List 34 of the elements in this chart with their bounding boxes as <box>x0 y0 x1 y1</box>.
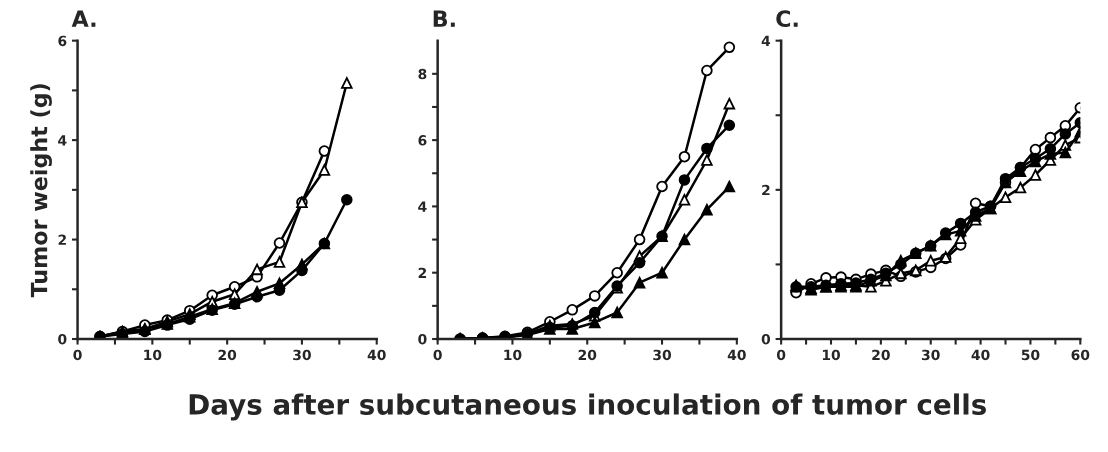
x-tick-label: 0 <box>433 349 442 361</box>
chart-title: C. <box>776 10 798 28</box>
x-tick-label: 0 <box>73 349 82 361</box>
x-tick-label: 40 <box>727 349 746 361</box>
x-tick-label: 40 <box>971 349 990 361</box>
y-tick-label: 0 <box>58 333 67 345</box>
x-tick-label: 20 <box>872 349 890 361</box>
y-tick-label: 4 <box>761 35 771 46</box>
y-axis-title: Tumor weight (g) <box>30 84 52 298</box>
y-tick-label: 4 <box>58 135 67 146</box>
x-tick-label: 10 <box>504 349 522 361</box>
y-tick-label: 4 <box>418 201 427 212</box>
x-tick-label: 20 <box>578 349 597 361</box>
x-tick-label: 10 <box>144 349 162 361</box>
chart-title: B. <box>433 10 455 27</box>
y-tick-label: 8 <box>418 68 427 80</box>
y-tick-label: 6 <box>58 35 67 47</box>
y-tick-label: 0 <box>418 333 427 345</box>
y-tick-label: 0 <box>761 333 771 345</box>
y-tick-label: 6 <box>418 135 427 146</box>
x-tick-label: 0 <box>776 349 786 361</box>
x-tick-label: 20 <box>218 349 237 361</box>
x-tick-label: 40 <box>367 349 386 361</box>
chart-title: A. <box>71 10 96 27</box>
y-tick-label: 2 <box>58 234 66 245</box>
y-tick-label: 2 <box>762 184 770 196</box>
x-tick-label: 50 <box>1021 349 1040 361</box>
x-tick-label: 30 <box>921 349 940 361</box>
x-tick-label: 30 <box>653 349 672 361</box>
x-axis-title: Days after subcutaneous inoculation of tumor cells <box>189 393 986 421</box>
x-tick-label: 30 <box>293 349 311 361</box>
y-tick-label: 2 <box>418 267 427 278</box>
x-tick-label: 10 <box>822 349 840 361</box>
x-tick-label: 60 <box>1071 349 1090 361</box>
